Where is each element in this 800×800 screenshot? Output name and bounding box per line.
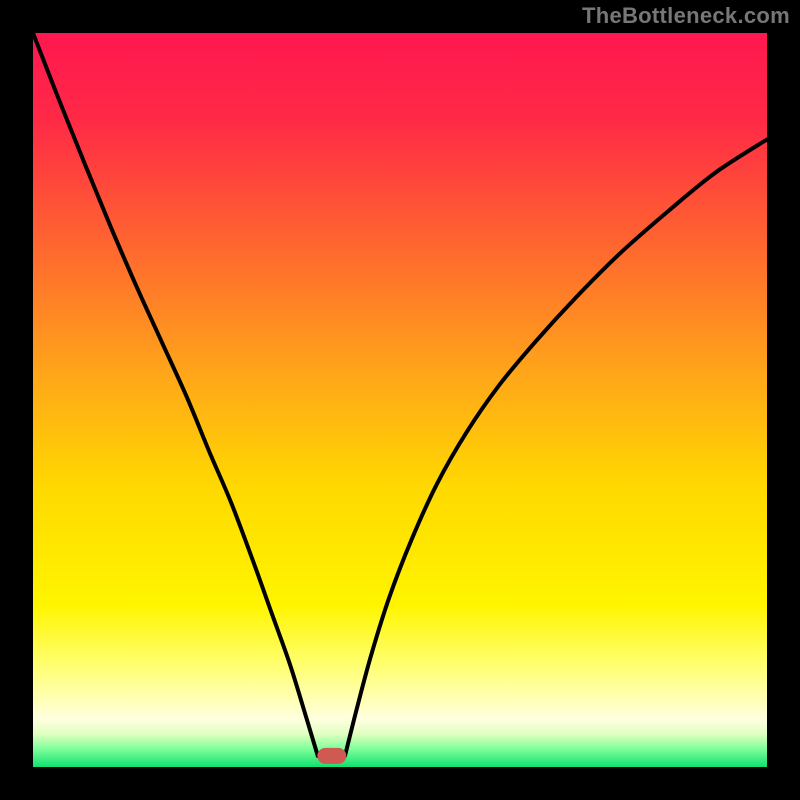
chart-background-gradient [33,33,767,767]
chart-plot-area [33,33,767,767]
chart-svg [33,33,767,767]
chart-outer-frame: TheBottleneck.com [0,0,800,800]
attribution-watermark: TheBottleneck.com [582,3,790,29]
optimum-marker [317,748,346,764]
